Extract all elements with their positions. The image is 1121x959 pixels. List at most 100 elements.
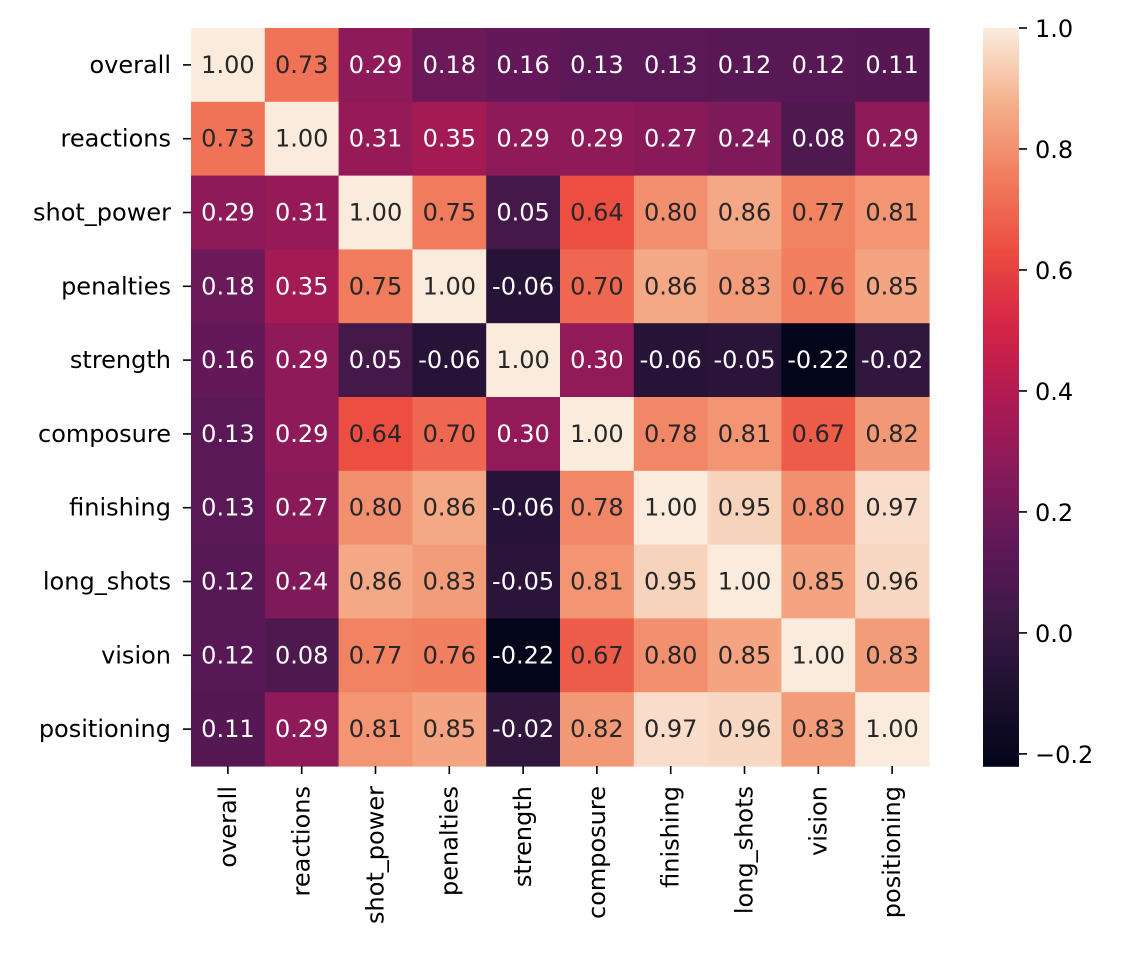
colorbar-segment: [983, 655, 1019, 659]
cell-value-label: 0.30: [570, 346, 623, 374]
colorbar-tick-label: 0.0: [1035, 620, 1073, 648]
heatmap-cell: [264, 470, 340, 546]
heatmap-cell: [560, 692, 635, 767]
colorbar-segment: [983, 364, 1019, 368]
cell-value-label: 0.70: [570, 272, 623, 300]
colorbar-segment: [983, 697, 1019, 701]
colorbar-segment: [983, 523, 1019, 527]
cell-value-label: 0.83: [792, 715, 845, 743]
heatmap-cell: [486, 618, 561, 693]
x-tick-label: penalties: [435, 786, 463, 896]
colorbar-segment: [983, 166, 1019, 170]
cell-value-label: 0.13: [201, 494, 254, 522]
colorbar-segment: [983, 487, 1019, 491]
heatmap-cell: [781, 544, 856, 619]
cell-value-label: -0.06: [492, 272, 554, 300]
colorbar-segment: [983, 85, 1019, 89]
x-tick-label: composure: [583, 786, 611, 919]
cell-value-label: 0.05: [496, 199, 549, 227]
colorbar-segment: [983, 463, 1019, 467]
colorbar-segment: [983, 592, 1019, 596]
colorbar-segment: [983, 127, 1019, 131]
colorbar-segment: [983, 343, 1019, 347]
colorbar-segment: [983, 310, 1019, 314]
heatmap-cell-annotations: 1.00 0.73 0.29 0.18 0.16 0.13 0.13 0.12 0.12 0.11…: [201, 51, 923, 743]
colorbar-segment: [983, 460, 1019, 464]
colorbar-segment: [983, 502, 1019, 506]
colorbar-segment: [983, 193, 1019, 197]
heatmap-cell: [781, 397, 856, 472]
y-tick-label: composure: [38, 420, 171, 448]
heatmap-cell: [486, 249, 561, 324]
colorbar-segment: [983, 484, 1019, 488]
cell-value-label: 1.00: [570, 420, 623, 448]
heatmap-cell: [560, 28, 635, 103]
heatmap-cell: [707, 397, 782, 472]
colorbar-segment: [983, 376, 1019, 380]
colorbar-segment: [983, 472, 1019, 476]
colorbar-segment: [983, 91, 1019, 95]
colorbar-segment: [983, 358, 1019, 362]
cell-value-label: 0.64: [349, 420, 402, 448]
cell-value-label: 0.73: [275, 51, 328, 79]
cell-value-label: 0.67: [792, 420, 845, 448]
colorbar-segment: [983, 439, 1019, 443]
colorbar-segment: [983, 658, 1019, 662]
heatmap-cell: [486, 692, 561, 767]
cell-value-label: 0.29: [275, 420, 328, 448]
cell-value-label: 0.77: [349, 641, 402, 669]
cell-value-label: 0.81: [865, 199, 918, 227]
cell-value-label: 0.24: [718, 125, 771, 153]
heatmap-cell: [191, 101, 266, 177]
heatmap-cell: [264, 175, 340, 250]
cell-value-label: -0.06: [640, 346, 702, 374]
cell-value-label: 1.00: [718, 568, 771, 596]
heatmap-cell: [707, 544, 782, 619]
colorbar-segment: [983, 145, 1019, 149]
cell-value-label: 0.82: [570, 715, 623, 743]
colorbar-segment: [983, 637, 1019, 641]
heatmap-cell: [633, 544, 709, 619]
cell-value-label: 0.29: [275, 346, 328, 374]
colorbar-segment: [983, 148, 1019, 152]
heatmap-cell: [781, 175, 856, 250]
colorbar-segment: [983, 445, 1019, 449]
colorbar-segment: [983, 64, 1019, 68]
colorbar-segment: [983, 274, 1019, 278]
colorbar-segment: [983, 82, 1019, 86]
heatmap-cell: [338, 544, 413, 619]
cell-value-label: 0.85: [865, 272, 918, 300]
colorbar-segment: [983, 610, 1019, 614]
heatmap-cell: [412, 618, 487, 693]
colorbar-segment: [983, 607, 1019, 611]
colorbar: 1.0 0.8 0.6 0.4 0.2 0.0 −0.2: [983, 15, 1093, 769]
colorbar-tick-label: 0.4: [1035, 378, 1073, 406]
colorbar-segment: [983, 208, 1019, 212]
colorbar-segment: [983, 415, 1019, 419]
heatmap-cell: [781, 28, 856, 103]
colorbar-segment: [983, 187, 1019, 191]
cell-value-label: 0.80: [349, 494, 402, 522]
heatmap-cell: [486, 175, 561, 250]
cell-value-label: 0.08: [275, 641, 328, 669]
heatmap-cell: [707, 323, 782, 398]
heatmap-cell: [781, 249, 856, 324]
colorbar-segment: [983, 640, 1019, 644]
cell-value-label: 0.80: [644, 199, 697, 227]
colorbar-segment: [983, 679, 1019, 683]
cell-value-label: -0.05: [492, 568, 554, 596]
colorbar-segment: [983, 574, 1019, 578]
heatmap-cell: [707, 101, 782, 177]
heatmap-cell: [412, 249, 487, 324]
cell-value-label: 0.80: [792, 494, 845, 522]
heatmap-cell: [338, 397, 413, 472]
colorbar-segment: [983, 112, 1019, 116]
colorbar-segment: [983, 673, 1019, 677]
colorbar-segment: [983, 715, 1019, 719]
colorbar-segment: [983, 730, 1019, 734]
colorbar-segment: [983, 250, 1019, 254]
colorbar-segment: [983, 703, 1019, 707]
heatmap-cell: [855, 28, 930, 103]
colorbar-segment: [983, 217, 1019, 221]
heatmap-cell: [412, 28, 487, 103]
